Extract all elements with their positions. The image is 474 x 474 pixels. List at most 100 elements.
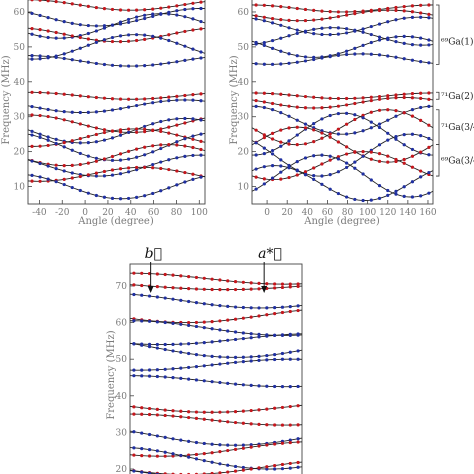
data-point (163, 413, 167, 418)
data-point (280, 467, 285, 471)
data-point (46, 143, 50, 148)
data-point (361, 100, 365, 104)
data-point (328, 135, 332, 139)
data-point (110, 39, 115, 44)
data-point (312, 8, 316, 12)
data-point (265, 313, 269, 317)
data-point (345, 145, 349, 149)
data-point (132, 368, 136, 372)
data-point (296, 384, 300, 389)
data-point (419, 11, 423, 15)
data-point (151, 128, 155, 132)
data-point (110, 63, 115, 67)
data-point (110, 196, 115, 200)
data-point (132, 292, 136, 297)
data-point (171, 286, 175, 290)
data-point (303, 142, 308, 146)
y-axis-label: Frequency (MHz) (1, 55, 12, 144)
data-point (386, 131, 390, 135)
data-point (280, 305, 285, 309)
data-point (118, 8, 123, 12)
data-point (199, 99, 203, 103)
x-axis-label: Angle (degree) (303, 216, 380, 227)
data-point (171, 376, 175, 380)
data-point (287, 175, 291, 180)
data-point (394, 55, 398, 59)
data-point (427, 61, 431, 65)
data-point (386, 118, 390, 122)
data-point (171, 321, 175, 325)
data-point (46, 177, 50, 181)
data-point (410, 15, 415, 19)
data-point (257, 358, 261, 362)
data-point (287, 126, 291, 130)
data-point (386, 160, 390, 164)
data-point (386, 96, 390, 100)
data-point (78, 188, 82, 193)
data-point (345, 195, 349, 199)
data-point (135, 18, 139, 23)
data-point (155, 434, 159, 438)
y-tick-label: 70 (116, 282, 128, 292)
data-point (167, 118, 171, 122)
data-point (62, 145, 66, 149)
data-point (159, 99, 163, 104)
data-point (151, 63, 155, 67)
data-point (54, 91, 58, 96)
data-point (295, 94, 299, 98)
data-point (361, 30, 365, 34)
plot-frame (129, 263, 303, 474)
data-point (183, 121, 187, 125)
data-point (295, 125, 299, 129)
y-tick-label: 60 (116, 319, 128, 329)
data-point (369, 198, 373, 202)
data-point (369, 120, 373, 124)
annotation-bracket (436, 4, 440, 65)
data-point (194, 324, 199, 329)
data-point (183, 7, 187, 12)
data-point (279, 49, 283, 53)
fit-curve (130, 293, 302, 309)
data-point (254, 187, 258, 191)
data-point (410, 96, 415, 100)
data-point (62, 169, 66, 173)
data-point (167, 61, 171, 65)
data-point (202, 276, 206, 280)
data-point (288, 309, 292, 314)
data-point (135, 195, 139, 199)
data-point (336, 10, 340, 14)
data-point (30, 133, 34, 137)
data-point (427, 16, 431, 20)
data-point (377, 143, 382, 147)
data-point (427, 43, 431, 47)
data-point (312, 106, 316, 110)
data-point (159, 62, 163, 66)
data-point (70, 120, 74, 124)
data-point (202, 320, 206, 324)
data-point (179, 274, 183, 278)
data-point (143, 97, 147, 101)
data-point (175, 31, 179, 35)
data-point (369, 157, 373, 161)
data-point (46, 107, 50, 112)
data-point (118, 97, 123, 101)
data-point (361, 198, 365, 203)
data-point (140, 293, 144, 297)
data-point (175, 156, 179, 160)
data-point (241, 336, 245, 341)
data-point (288, 332, 292, 336)
x-tick-label: 140 (399, 208, 416, 218)
data-point (254, 91, 258, 95)
data-point (167, 167, 171, 172)
data-point (427, 170, 431, 175)
data-point (287, 34, 291, 38)
data-point (353, 197, 357, 202)
data-point (155, 449, 159, 453)
data-point (155, 407, 159, 411)
data-point (171, 452, 175, 456)
data-point (151, 101, 155, 105)
data-point (151, 191, 155, 196)
data-point (30, 0, 34, 2)
data-point (210, 287, 214, 292)
data-point (163, 408, 167, 412)
